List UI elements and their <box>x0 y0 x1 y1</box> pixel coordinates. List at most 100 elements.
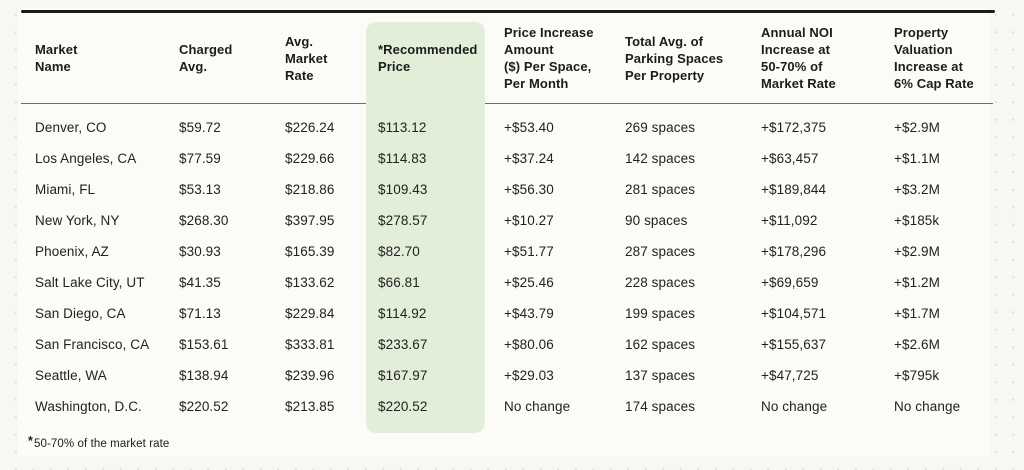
table-cell: 199 spaces <box>625 306 696 321</box>
table-cell: +$11,092 <box>761 213 818 228</box>
table-cell: No change <box>504 399 571 414</box>
table-cell: Washington, D.C. <box>35 399 142 414</box>
table-cell: Salt Lake City, UT <box>35 275 145 290</box>
footnote: *50-70% of the market rate <box>28 434 170 450</box>
table-cell: $71.13 <box>179 306 221 321</box>
column-header-price-increase-amount: Price Increase Amount ($) Per Space, Per… <box>504 25 594 91</box>
table-cell: $113.12 <box>378 120 427 135</box>
table-row: Miami, FL $53.13 $218.86 $109.43 +$56.30 281 … <box>21 174 995 205</box>
table-cell: +$47,725 <box>761 368 819 383</box>
table-cell: $114.83 <box>378 151 427 166</box>
table-cell: San Diego, CA <box>35 306 126 321</box>
table-cell: +$80.06 <box>504 337 554 352</box>
table-cell: $109.43 <box>378 182 428 197</box>
table-cell: Miami, FL <box>35 182 96 197</box>
table-cell: 90 spaces <box>625 213 688 228</box>
table-cell: +$37.24 <box>504 151 554 166</box>
table-cell: $397.95 <box>285 213 335 228</box>
table-cell: +$172,375 <box>761 120 827 135</box>
table-row: Seattle, WA $138.94 $239.96 $167.97 +$29.03 1… <box>21 360 995 391</box>
table-cell: +$178,296 <box>761 244 827 259</box>
table-cell: Seattle, WA <box>35 368 107 383</box>
table-cell: $218.86 <box>285 182 335 197</box>
column-header-recommended-price: *Recommended Price <box>378 42 478 74</box>
table-cell: $268.30 <box>179 213 229 228</box>
table-cell: $133.62 <box>285 275 335 290</box>
table-cell: $114.92 <box>378 306 427 321</box>
table-cell: +$63,457 <box>761 151 819 166</box>
table-cell: $59.72 <box>179 120 221 135</box>
table-cell: $233.67 <box>378 337 428 352</box>
column-header-avg-market-rate: Avg. Market Rate <box>285 33 328 83</box>
table-cell: +$56.30 <box>504 182 554 197</box>
column-header-total-avg-parking-spaces: Total Avg. of Parking Spaces Per Propert… <box>625 33 724 83</box>
table-cell: $220.52 <box>378 399 428 414</box>
table-cell: 162 spaces <box>625 337 696 352</box>
table-cell: Phoenix, AZ <box>35 244 109 259</box>
table-cell: $220.52 <box>179 399 229 414</box>
table-cell: $30.93 <box>179 244 221 259</box>
table-row: Los Angeles, CA $77.59 $229.66 $114.83 +$37.… <box>21 143 995 174</box>
table-cell: +$2.9M <box>894 120 941 135</box>
table-cell: +$189,844 <box>761 182 827 197</box>
table-cell: $226.24 <box>285 120 335 135</box>
table-cell: $53.13 <box>179 182 221 197</box>
table-cell: Denver, CO <box>35 120 107 135</box>
table-cell: 287 spaces <box>625 244 696 259</box>
table-row: Salt Lake City, UT $41.35 $133.62 $66.81 +$2… <box>21 267 995 298</box>
header-divider <box>21 103 993 104</box>
table-cell: $41.35 <box>179 275 221 290</box>
table-cell: +$3.2M <box>894 182 941 197</box>
table-cell: 137 spaces <box>625 368 696 383</box>
table-cell: $333.81 <box>285 337 335 352</box>
table-cell: No change <box>894 399 961 414</box>
table-cell: +$53.40 <box>504 120 554 135</box>
column-header-annual-noi-increase: Annual NOI Increase at 50-70% of Market … <box>761 25 836 91</box>
table-cell: No change <box>761 399 828 414</box>
footnote-text: 50-70% of the market rate <box>33 438 170 450</box>
table-cell: 281 spaces <box>625 182 696 197</box>
table-cell: +$795k <box>894 368 940 383</box>
table-header-row: Market Name Charged Avg. Avg. Market Rat… <box>21 13 995 103</box>
table-cell: $77.59 <box>179 151 221 166</box>
table-cell: $82.70 <box>378 244 420 259</box>
table-cell: San Francisco, CA <box>35 337 150 352</box>
table-cell: $153.61 <box>179 337 229 352</box>
table-cell: +$51.77 <box>504 244 554 259</box>
table-sheet: Market Name Charged Avg. Avg. Market Rat… <box>18 7 995 456</box>
table-cell: 269 spaces <box>625 120 696 135</box>
table-cell: 174 spaces <box>625 399 696 414</box>
table-row: Washington, D.C. $220.52 $213.85 $220.52 No … <box>21 391 995 422</box>
table-cell: Los Angeles, CA <box>35 151 137 166</box>
table-cell: +$104,571 <box>761 306 827 321</box>
table-cell: $239.96 <box>285 368 335 383</box>
column-header-charged-avg: Charged Avg. <box>179 42 233 74</box>
table-row: Denver, CO $59.72 $226.24 $113.12 +$53.40 269… <box>21 112 995 143</box>
footnote-asterisk: * <box>28 434 33 448</box>
table-cell: +$25.46 <box>504 275 554 290</box>
table-cell: +$185k <box>894 213 940 228</box>
table-cell: New York, NY <box>35 213 120 228</box>
table-cell: +$155,637 <box>761 337 827 352</box>
table-top-rule <box>21 10 995 13</box>
parking-market-table: Market Name Charged Avg. Avg. Market Rat… <box>21 13 995 422</box>
table-cell: +$69,659 <box>761 275 819 290</box>
table-cell: 142 spaces <box>625 151 696 166</box>
table-cell: +$2.9M <box>894 244 941 259</box>
table-cell: 228 spaces <box>625 275 696 290</box>
table-cell: $66.81 <box>378 275 420 290</box>
table-cell: +$29.03 <box>504 368 554 383</box>
table-row: Phoenix, AZ $30.93 $165.39 $82.70 +$51.77 287… <box>21 236 995 267</box>
table-cell: $167.97 <box>378 368 428 383</box>
table-row: San Diego, CA $71.13 $229.84 $114.92 +$43.79… <box>21 298 995 329</box>
table-cell: +$10.27 <box>504 213 554 228</box>
table-cell: +$2.6M <box>894 337 941 352</box>
table-row: San Francisco, CA $153.61 $333.81 $233.67 +$… <box>21 329 995 360</box>
table-row: New York, NY $268.30 $397.95 $278.57 +$10.27… <box>21 205 995 236</box>
table-cell: +$1.2M <box>894 275 941 290</box>
column-header-property-valuation-increase: Property Valuation Increase at 6% Cap Ra… <box>894 25 974 91</box>
table-cell: $165.39 <box>285 244 335 259</box>
table-cell: $278.57 <box>378 213 428 228</box>
table-cell: $229.66 <box>285 151 335 166</box>
table-cell: +$43.79 <box>504 306 554 321</box>
